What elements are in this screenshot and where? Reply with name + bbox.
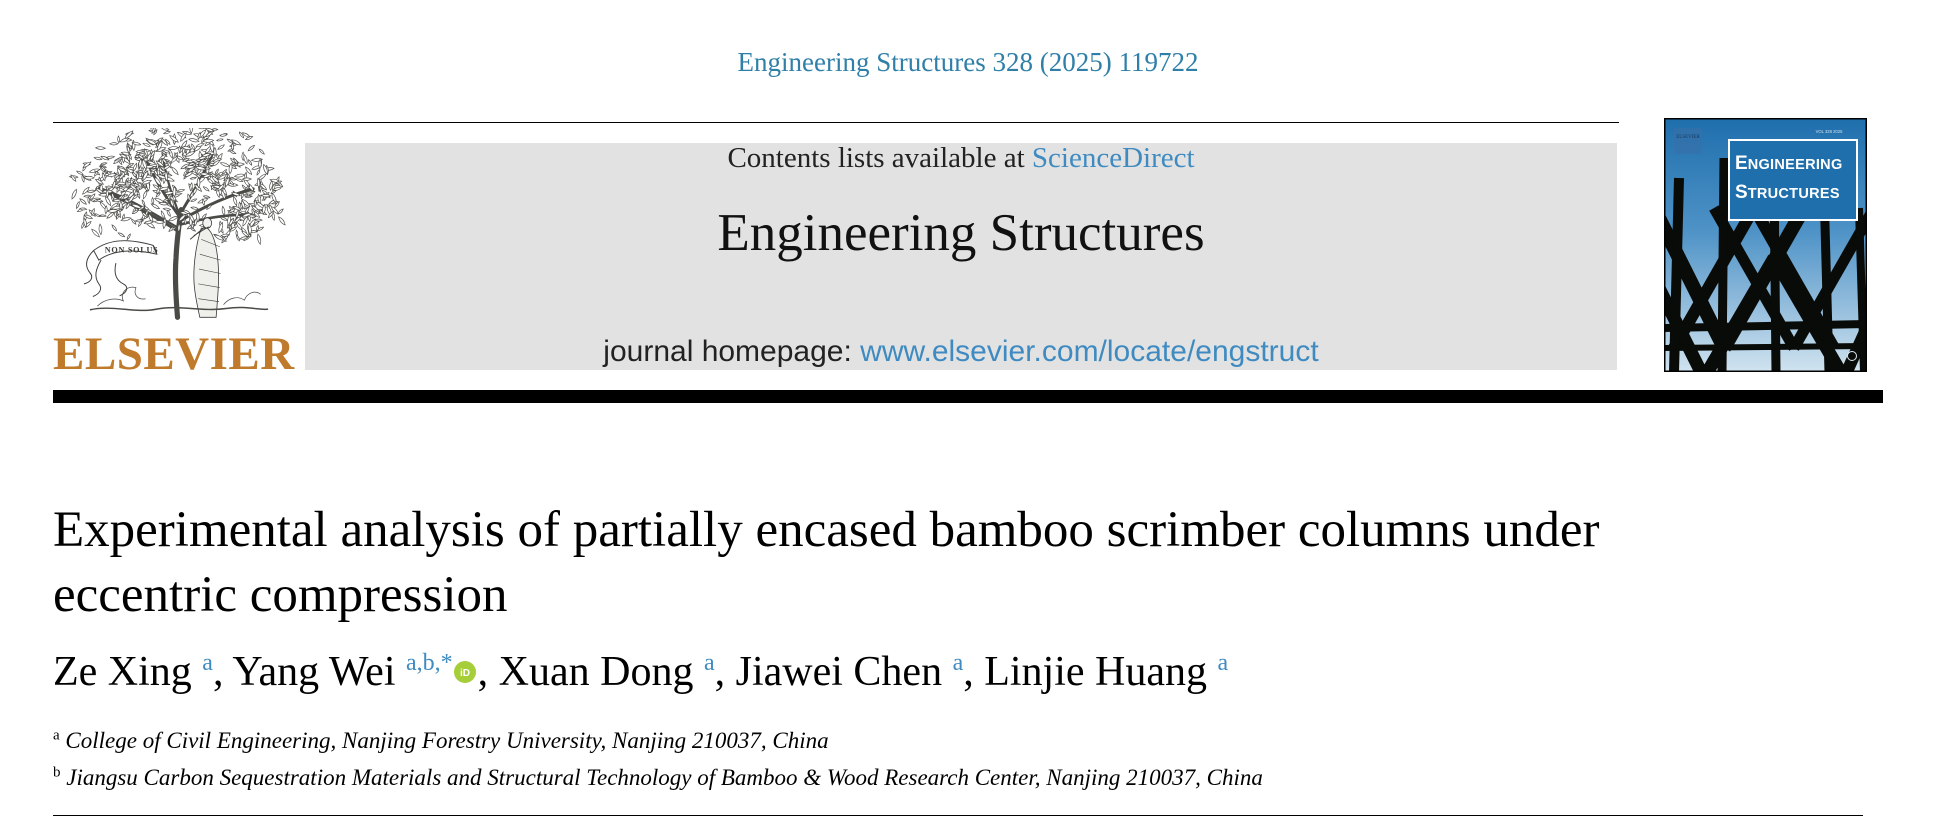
svg-text:iD: iD: [460, 668, 470, 679]
svg-text:ELSEVIER: ELSEVIER: [1676, 135, 1700, 140]
svg-text:ENGINEERING: ENGINEERING: [1735, 153, 1843, 174]
svg-text:VOL 328 2025: VOL 328 2025: [1816, 129, 1844, 134]
svg-text:NON SOLUS: NON SOLUS: [105, 246, 159, 255]
svg-text:STRUCTURES: STRUCTURES: [1735, 182, 1840, 203]
